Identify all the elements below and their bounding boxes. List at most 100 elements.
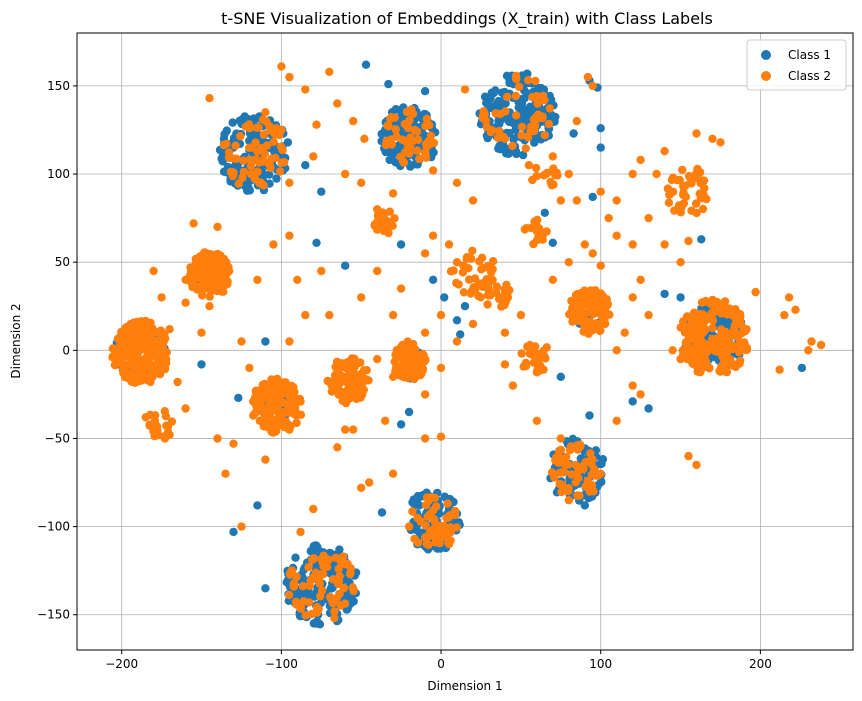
- data-point: [424, 540, 433, 550]
- legend-marker-class-1: [761, 50, 771, 60]
- data-point: [428, 275, 438, 284]
- data-point: [612, 346, 621, 355]
- data-point: [525, 340, 535, 350]
- data-point: [737, 320, 746, 330]
- data-point: [149, 348, 159, 357]
- data-point: [432, 502, 441, 511]
- data-point: [205, 292, 214, 301]
- data-point: [460, 85, 470, 94]
- data-point: [636, 390, 645, 399]
- data-point: [604, 213, 613, 223]
- data-point: [420, 390, 430, 399]
- data-point: [284, 590, 294, 600]
- data-point: [544, 119, 553, 129]
- data-point: [181, 404, 190, 413]
- data-point: [572, 116, 581, 126]
- data-point: [360, 134, 369, 143]
- data-point: [409, 339, 418, 349]
- data-point: [260, 379, 269, 389]
- plot-frame: [76, 32, 854, 651]
- data-point: [543, 168, 552, 178]
- data-point: [285, 72, 294, 82]
- data-point: [373, 205, 382, 214]
- data-point: [696, 194, 705, 203]
- data-point: [344, 360, 354, 370]
- data-point: [285, 392, 294, 401]
- data-point: [475, 257, 484, 266]
- data-point: [438, 533, 447, 542]
- data-point: [278, 145, 287, 155]
- data-point: [488, 126, 497, 135]
- data-point: [512, 74, 521, 84]
- data-point: [558, 480, 567, 489]
- data-point: [628, 381, 637, 390]
- y-tick-label: 50: [55, 255, 70, 269]
- data-point: [538, 91, 548, 101]
- data-point: [386, 114, 395, 123]
- data-point: [687, 206, 696, 215]
- data-point: [412, 146, 422, 155]
- data-point: [229, 439, 238, 448]
- data-point: [596, 469, 605, 478]
- data-point: [219, 254, 229, 264]
- data-point: [722, 310, 732, 319]
- data-point: [505, 129, 514, 138]
- data-point: [220, 275, 229, 284]
- data-point: [396, 240, 406, 249]
- data-point: [405, 149, 414, 158]
- data-point: [292, 418, 301, 428]
- y-tick-label: 150: [47, 79, 70, 93]
- data-point: [186, 267, 196, 277]
- data-point: [341, 425, 350, 434]
- data-point: [454, 280, 463, 289]
- data-point: [549, 180, 558, 189]
- data-point: [719, 351, 728, 360]
- data-point: [644, 310, 653, 320]
- data-point: [500, 134, 510, 143]
- data-point: [222, 139, 231, 149]
- data-point: [716, 317, 726, 326]
- data-point: [557, 487, 566, 496]
- data-point: [245, 363, 254, 373]
- data-point: [325, 592, 335, 602]
- data-point: [165, 430, 174, 440]
- data-point: [195, 264, 205, 274]
- data-point: [664, 198, 674, 207]
- data-point: [684, 335, 693, 344]
- data-point: [719, 359, 728, 368]
- data-point: [585, 411, 594, 420]
- data-point: [690, 346, 699, 355]
- data-point: [518, 150, 528, 160]
- x-tick-label: 0: [437, 657, 445, 671]
- data-point: [253, 275, 262, 284]
- data-point: [701, 296, 710, 306]
- data-point: [398, 157, 408, 166]
- data-point: [670, 206, 679, 215]
- data-point: [117, 350, 126, 359]
- data-point: [569, 129, 578, 138]
- data-point: [687, 179, 696, 188]
- data-point: [541, 354, 550, 363]
- data-point: [603, 299, 612, 309]
- data-point: [330, 607, 339, 616]
- data-point: [726, 358, 735, 368]
- data-point: [292, 411, 301, 420]
- data-point: [428, 166, 438, 175]
- data-point: [119, 368, 128, 377]
- data-point: [314, 573, 323, 583]
- data-point: [373, 266, 382, 276]
- data-point: [413, 513, 422, 523]
- data-point: [132, 349, 141, 359]
- data-point: [324, 555, 333, 564]
- data-point: [780, 310, 789, 320]
- data-point: [466, 289, 475, 298]
- data-point: [396, 284, 406, 293]
- data-point: [253, 501, 262, 510]
- data-point: [483, 300, 492, 309]
- data-point: [732, 330, 741, 339]
- data-point: [304, 563, 313, 572]
- data-point: [385, 207, 394, 216]
- data-point: [231, 141, 240, 150]
- data-point: [391, 125, 400, 134]
- data-point: [149, 266, 158, 276]
